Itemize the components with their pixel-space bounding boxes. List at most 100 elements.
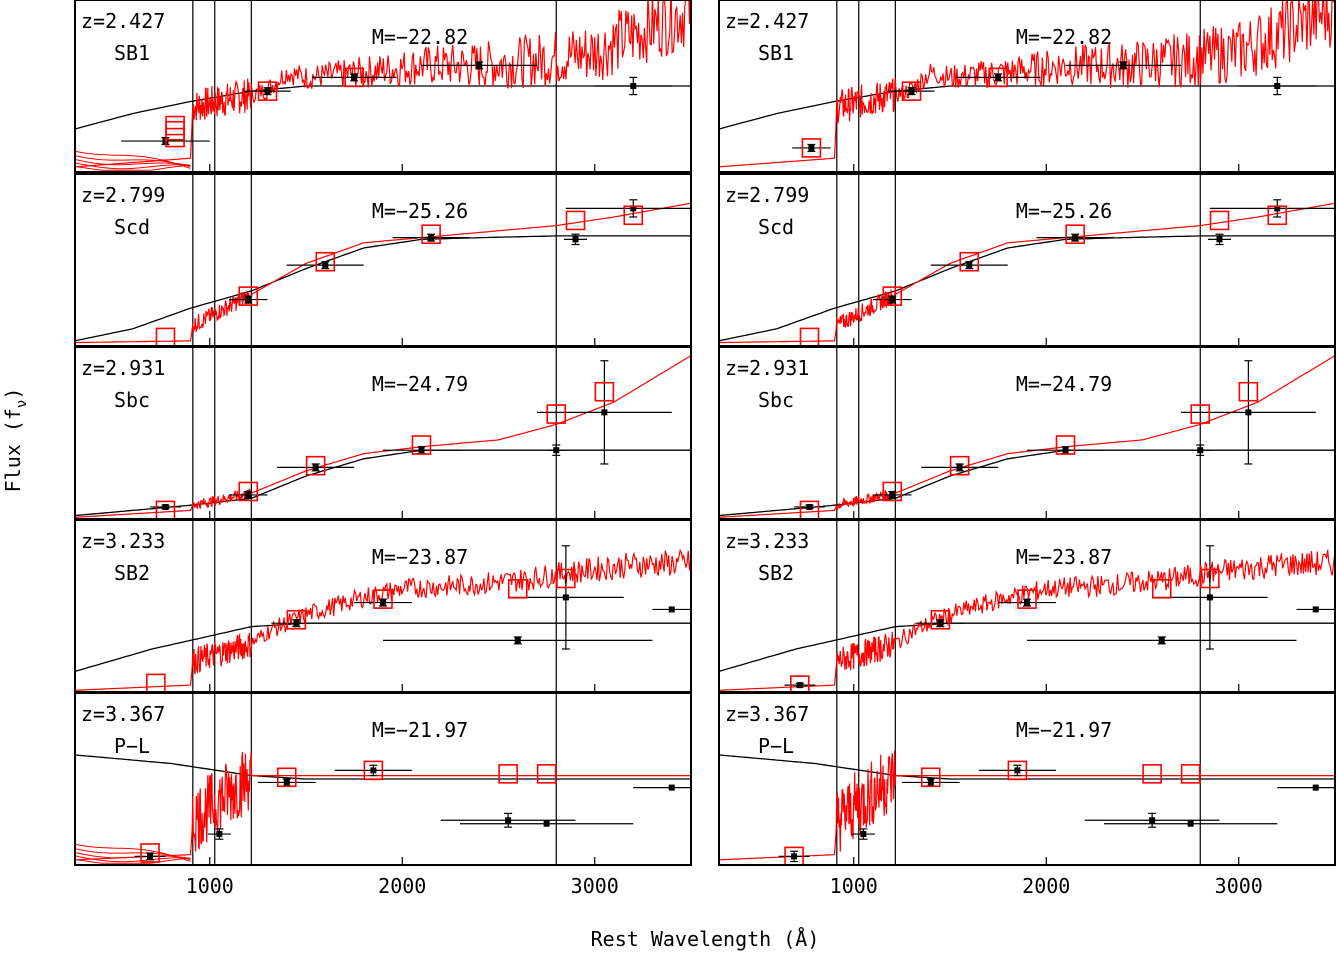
- phot-point: [277, 463, 355, 472]
- model-track: [75, 857, 191, 864]
- y-axis-label-sub: ν: [14, 400, 30, 408]
- phot-point: [1181, 360, 1316, 465]
- model-box: [594, 381, 615, 402]
- phot-marker: [245, 491, 252, 498]
- phot-marker: [927, 779, 934, 786]
- phot-point: [286, 261, 364, 270]
- x-tick-label: 2000: [1022, 874, 1070, 898]
- model-box: [140, 843, 160, 863]
- phot-marker: [796, 682, 803, 689]
- phot-marker: [1206, 594, 1213, 601]
- panel-template-label: Sbc: [758, 388, 794, 412]
- phot-marker: [1274, 83, 1281, 89]
- model-box: [155, 327, 176, 346]
- phot-marker: [418, 447, 425, 454]
- panel-template-label: Scd: [114, 215, 150, 239]
- phot-point: [851, 828, 875, 840]
- panel-content: [719, 693, 1335, 865]
- phot-point: [271, 619, 322, 628]
- model-box: [901, 81, 922, 101]
- model-box: [1065, 224, 1085, 244]
- model-box: [565, 210, 586, 231]
- phot-marker: [476, 62, 483, 69]
- model-box: [1142, 764, 1162, 784]
- model-box: [882, 286, 903, 306]
- model-box: [276, 767, 297, 788]
- model-box: [421, 224, 441, 244]
- phot-marker: [572, 236, 579, 243]
- phot-marker: [553, 447, 560, 454]
- phot-point: [1296, 606, 1335, 613]
- phot-point: [229, 490, 268, 499]
- x-tick-label: 3000: [1215, 874, 1263, 898]
- model-box: [556, 568, 576, 589]
- x-tick-label: 1000: [186, 874, 234, 898]
- phot-marker: [668, 606, 675, 613]
- phot-marker: [937, 620, 944, 627]
- phot-marker: [351, 74, 358, 81]
- panel-redshift-label: z=2.427: [725, 9, 809, 33]
- panel-content: [719, 174, 1335, 346]
- phot-point: [594, 76, 672, 96]
- phot-marker: [966, 262, 973, 269]
- panel-magnitude-label: M=−22.82: [1016, 25, 1112, 49]
- model-box: [257, 81, 278, 101]
- panel-redshift-label: z=3.367: [81, 702, 165, 726]
- phot-point: [1238, 76, 1316, 96]
- model-box: [344, 67, 364, 88]
- model-box: [801, 138, 822, 158]
- phot-point: [1277, 784, 1335, 791]
- panel-magnitude-label: M=−23.87: [1016, 545, 1112, 569]
- phot-point: [1027, 636, 1297, 645]
- panel-frame: [74, 692, 692, 866]
- panel-redshift-label: z=2.799: [81, 183, 165, 207]
- phot-marker: [1024, 599, 1030, 606]
- model-box: [238, 286, 259, 306]
- panel-magnitude-label: M=−24.79: [372, 372, 468, 396]
- phot-marker: [1187, 820, 1194, 827]
- phot-point: [873, 490, 912, 499]
- phot-point: [546, 444, 566, 456]
- phot-point: [334, 764, 412, 777]
- model-box: [1200, 568, 1220, 589]
- phot-marker: [1062, 447, 1069, 454]
- phot-marker: [806, 503, 813, 510]
- phot-point: [778, 850, 810, 863]
- panel-r1-c1: z=2.799 Scd M=−25.26: [718, 173, 1336, 347]
- panel-content: [75, 693, 691, 865]
- continuum-line: [75, 622, 691, 673]
- phot-marker: [791, 853, 798, 860]
- model-box: [930, 609, 951, 630]
- x-tick-label: 2000: [378, 874, 426, 898]
- phot-point: [633, 784, 691, 791]
- model-box: [1017, 589, 1037, 609]
- model-box: [623, 205, 644, 226]
- model-box: [790, 675, 810, 692]
- model-box: [1267, 205, 1288, 226]
- model-box: [146, 673, 166, 692]
- model-spectrum: [719, 202, 1335, 344]
- panel-magnitude-label: M=−21.97: [372, 718, 468, 742]
- panel-template-label: SB1: [758, 41, 794, 65]
- phot-point: [1190, 444, 1210, 456]
- phot-marker: [245, 296, 252, 303]
- panel-redshift-label: z=3.367: [725, 702, 809, 726]
- panel-template-label: SB1: [114, 41, 150, 65]
- phot-point: [460, 820, 634, 827]
- phot-marker: [543, 820, 550, 827]
- continuum-line: [719, 85, 1335, 130]
- continuum-line: [75, 85, 691, 130]
- phot-point: [1065, 61, 1181, 70]
- model-spectrum: [75, 548, 691, 691]
- phot-marker: [630, 205, 637, 212]
- x-tick-label: 3000: [571, 874, 619, 898]
- model-box: [373, 589, 393, 609]
- continuum-line: [75, 235, 691, 342]
- phot-point: [1027, 446, 1104, 455]
- model-box: [315, 251, 336, 272]
- panel-content: [75, 0, 691, 172]
- phot-point: [383, 636, 653, 645]
- model-box: [988, 67, 1008, 88]
- phot-marker: [908, 88, 915, 95]
